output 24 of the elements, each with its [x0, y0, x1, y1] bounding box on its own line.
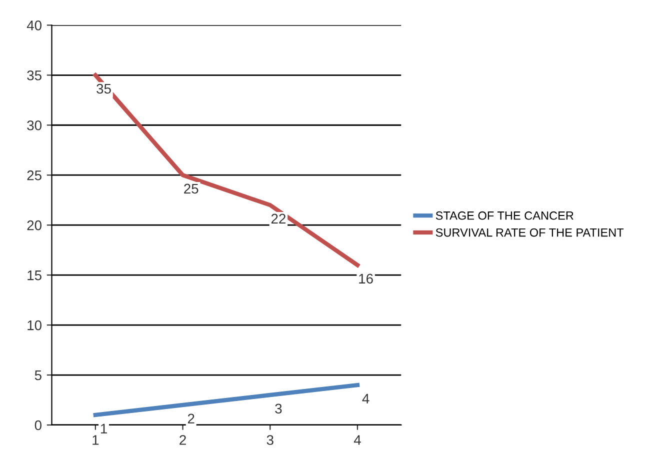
data-label: 16: [359, 274, 373, 284]
y-tick-label: 25: [27, 170, 42, 180]
y-tick-label: 40: [26, 20, 42, 30]
data-label: 25: [184, 184, 198, 194]
y-tick-label: 0: [34, 420, 42, 430]
data-label: 22: [271, 214, 286, 224]
x-tick-label: 4: [354, 435, 361, 445]
y-tick-label: 20: [27, 220, 42, 230]
y-tick-label: 15: [28, 270, 42, 280]
legend-label: SURVIVAL RATE OF THE PATIENT: [436, 228, 624, 237]
y-tick-label: 30: [27, 120, 42, 130]
x-tick-label: 3: [266, 435, 274, 445]
x-tick-label: 1: [92, 435, 99, 445]
x-tick-label: 2: [180, 435, 186, 445]
line-series: [93, 73, 360, 268]
data-label: 1: [100, 424, 107, 434]
y-tick-label: 5: [34, 370, 42, 380]
y-tick-label: 10: [28, 320, 42, 330]
y-tick-label: 35: [27, 70, 42, 80]
data-label: 2: [188, 414, 194, 424]
data-label: 3: [275, 404, 282, 414]
data-label: 4: [362, 394, 370, 404]
legend-label: STAGE OF THE CANCER: [436, 211, 574, 220]
data-label: 35: [96, 84, 111, 94]
